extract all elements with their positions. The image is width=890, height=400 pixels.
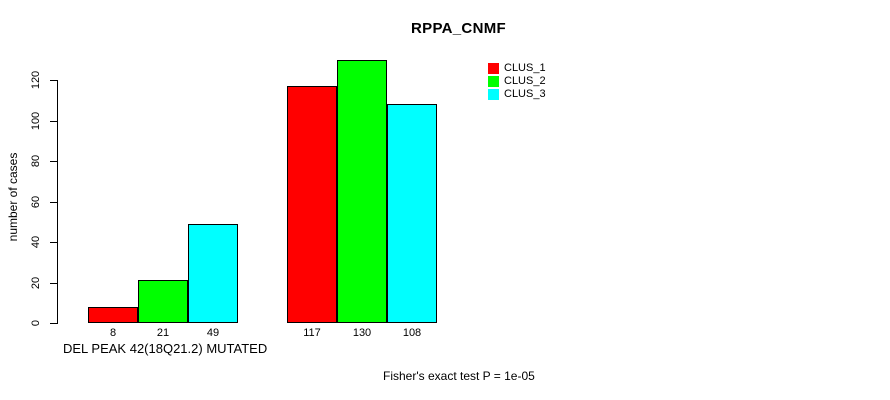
x-tick-label-21: 21 — [156, 327, 170, 339]
x-tick-label-8: 8 — [109, 327, 117, 339]
y-tick-label-0: 0 — [30, 319, 42, 327]
y-tick-label-60: 60 — [30, 195, 42, 208]
legend-item-clus_3: CLUS_3 — [488, 89, 546, 100]
y-axis-label: number of cases — [6, 152, 20, 242]
y-tick-40 — [50, 242, 57, 243]
fisher-test-annotation: Fisher's exact test P = 1e-05 — [383, 369, 535, 383]
bar-clus_2-group-2 — [337, 59, 387, 323]
y-tick-60 — [50, 201, 57, 203]
legend-item-clus_1: CLUS_1 — [488, 63, 546, 74]
y-tick-0 — [50, 323, 57, 324]
x-tick-label-130: 130 — [352, 327, 372, 339]
legend-swatch-clus_2 — [488, 76, 499, 87]
bar-clus_2-group-1 — [138, 280, 188, 323]
bar-clus_1-group-2 — [287, 86, 337, 323]
legend: CLUS_1 CLUS_2 CLUS_3 — [488, 63, 546, 100]
legend-item-clus_2: CLUS_2 — [488, 76, 546, 87]
legend-label-clus_1: CLUS_1 — [504, 62, 546, 74]
legend-label-clus_2: CLUS_2 — [504, 75, 546, 87]
y-tick-20 — [50, 282, 57, 284]
y-tick-120 — [50, 80, 57, 81]
y-tick-100 — [50, 120, 57, 122]
y-tick-label-100: 100 — [30, 111, 42, 130]
y-tick-label-80: 80 — [30, 154, 42, 168]
bar-clus_3-group-2 — [387, 104, 437, 323]
legend-label-clus_3: CLUS_3 — [504, 88, 546, 100]
x-tick-label-117: 117 — [303, 327, 321, 339]
legend-swatch-clus_3 — [488, 89, 499, 100]
bar-clus_3-group-1 — [188, 223, 238, 323]
x-axis-label: DEL PEAK 42(18Q21.2) MUTATED — [63, 341, 268, 356]
x-tick-label-49: 49 — [206, 327, 220, 339]
y-tick-label-40: 40 — [30, 235, 42, 249]
y-tick-80 — [50, 161, 57, 162]
x-tick-label-108: 108 — [402, 327, 422, 339]
y-tick-label-120: 120 — [30, 70, 42, 90]
bar-clus_1-group-1 — [88, 306, 138, 323]
y-axis-line — [57, 80, 58, 324]
y-tick-label-20: 20 — [30, 276, 42, 289]
chart-title: RPPA_CNMF — [411, 20, 506, 37]
legend-swatch-clus_1 — [488, 63, 499, 74]
